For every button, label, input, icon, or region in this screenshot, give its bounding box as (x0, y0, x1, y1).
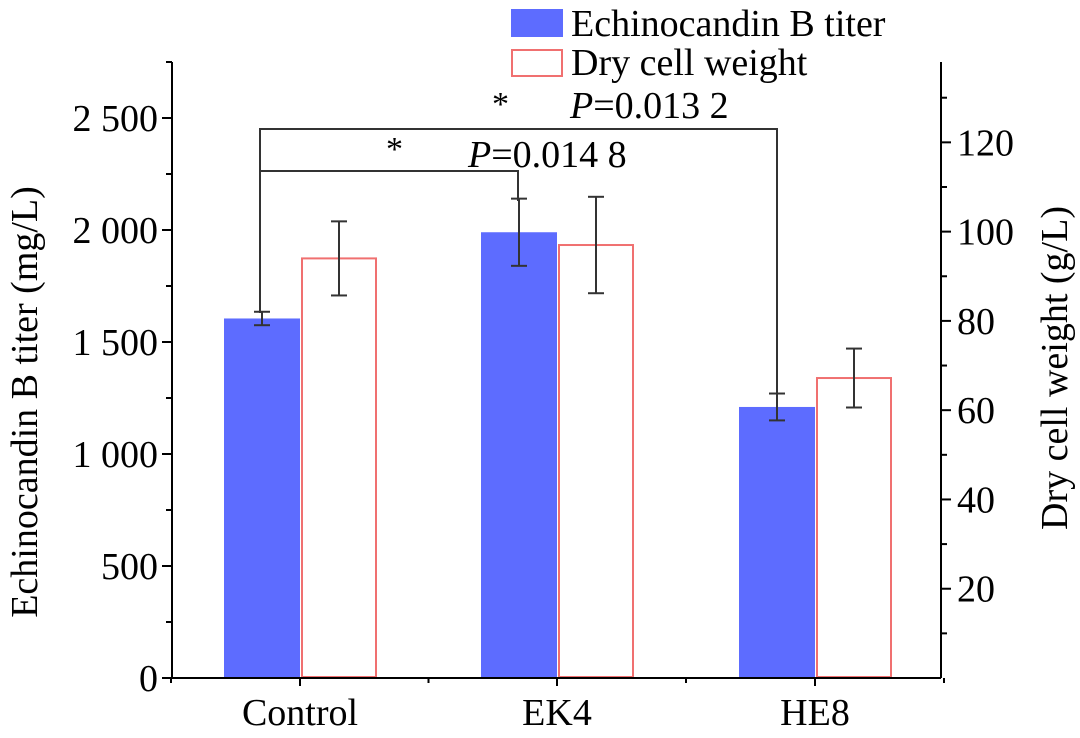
legend-label-titer: Echinocandin B titer (571, 3, 886, 45)
plot-area (224, 195, 892, 679)
legend-swatch-dcw (511, 49, 563, 77)
x-tick-label: Control (242, 692, 358, 734)
bar-dcw (301, 257, 377, 678)
right-tick-label: 40 (957, 479, 995, 521)
left-tick-label: 0 (139, 658, 158, 700)
x-axis: Control EK4 HE8 (170, 677, 945, 734)
bar-dcw (558, 244, 634, 678)
right-tick-label: 120 (957, 122, 1014, 164)
p-value-label-he8: P=0.013 2 (569, 85, 729, 127)
bar-titer (481, 232, 557, 679)
legend: Echinocandin B titer Dry cell weight (511, 3, 886, 84)
right-axis: 20 40 60 80 100 120 (940, 62, 1014, 678)
left-axis: 0 500 1 000 1 500 2 000 2 500 (73, 61, 173, 700)
bar-titer (739, 406, 815, 678)
x-tick-label: HE8 (780, 692, 850, 734)
right-tick-label: 80 (957, 301, 995, 343)
significance-star-ek4: * (386, 131, 403, 168)
right-tick-label: 100 (957, 212, 1014, 254)
bar-dcw (816, 377, 892, 678)
left-tick-label: 500 (101, 546, 158, 588)
legend-swatch-titer (511, 9, 563, 37)
legend-label-dcw: Dry cell weight (571, 42, 808, 84)
right-tick-label: 20 (957, 569, 995, 611)
left-tick-label: 2 000 (73, 210, 159, 252)
left-axis-title: Echinocandin B titer (mg/L) (4, 186, 46, 618)
significance-bracket-ek4 (259, 170, 519, 313)
right-tick-label: 60 (957, 390, 995, 432)
significance-annotations: * P=0.013 2 * P=0.014 8 (259, 85, 778, 395)
x-tick-label: EK4 (522, 692, 592, 734)
left-tick-label: 1 500 (73, 322, 159, 364)
p-value-label-ek4: P=0.014 8 (467, 134, 627, 176)
right-axis-title: Dry cell weight (g/L) (1034, 206, 1076, 530)
left-tick-label: 1 000 (73, 434, 159, 476)
significance-star-he8: * (492, 86, 509, 123)
left-tick-label: 2 500 (73, 98, 159, 140)
bar-titer (224, 318, 300, 678)
